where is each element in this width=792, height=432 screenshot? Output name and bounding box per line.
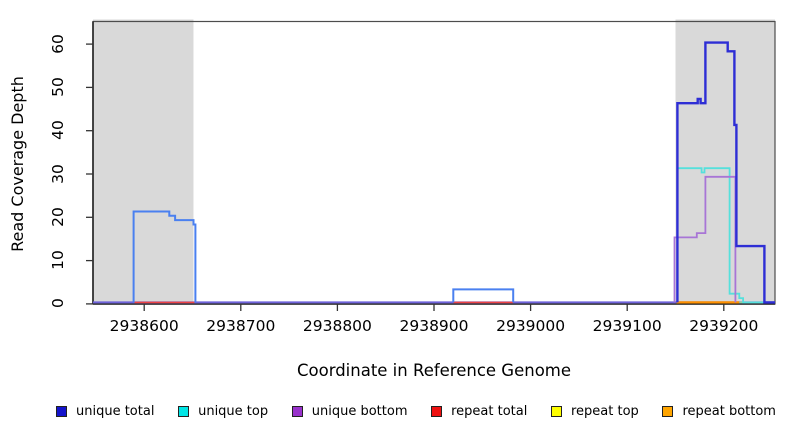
legend-swatch-icon <box>56 405 67 417</box>
left-repeat-region <box>93 19 194 304</box>
unique-top-right <box>676 167 766 304</box>
x-tick-label: 2939100 <box>592 317 662 335</box>
legend: unique total unique top unique bottom repea… <box>0 399 780 423</box>
legend-label: repeat total <box>451 403 528 419</box>
x-tick-label: 2938600 <box>109 317 179 335</box>
legend-item-repeat-bottom: repeat bottom <box>662 404 776 419</box>
legend-label: repeat bottom <box>682 403 776 419</box>
x-tick-label: 2939000 <box>496 317 566 335</box>
x-axis-label: Coordinate in Reference Genome <box>296 361 572 380</box>
legend-swatch-icon <box>178 405 190 417</box>
x-tick-label: 2938900 <box>399 317 469 335</box>
legend-swatch-icon <box>431 405 443 417</box>
legend-label: unique total <box>76 403 155 419</box>
y-axis-label: Read Coverage Depth <box>8 76 27 252</box>
x-tick-label: 2938700 <box>206 317 276 335</box>
legend-item-unique-total: unique total <box>56 404 154 419</box>
legend-label: unique bottom <box>311 403 408 419</box>
legend-item-repeat-total: repeat total <box>431 404 527 419</box>
right-repeat-region <box>675 19 775 304</box>
legend-swatch-icon <box>662 405 674 417</box>
x-tick-label: 2939200 <box>689 317 759 335</box>
x-tick-label: 2938800 <box>302 317 372 335</box>
unique-total-left-hump <box>132 210 197 303</box>
legend-item-unique-top: unique top <box>178 404 268 419</box>
legend-item-repeat-top: repeat top <box>551 404 639 419</box>
legend-label: unique top <box>198 403 269 419</box>
legend-item-unique-bottom: unique bottom <box>291 403 408 419</box>
unique-total-right <box>676 41 775 304</box>
legend-swatch-icon <box>291 405 303 417</box>
legend-swatch-icon <box>551 405 562 417</box>
legend-label: repeat top <box>571 403 639 419</box>
unique-total-mid-bump <box>452 288 515 303</box>
y-tick-label: 60 <box>49 33 67 54</box>
